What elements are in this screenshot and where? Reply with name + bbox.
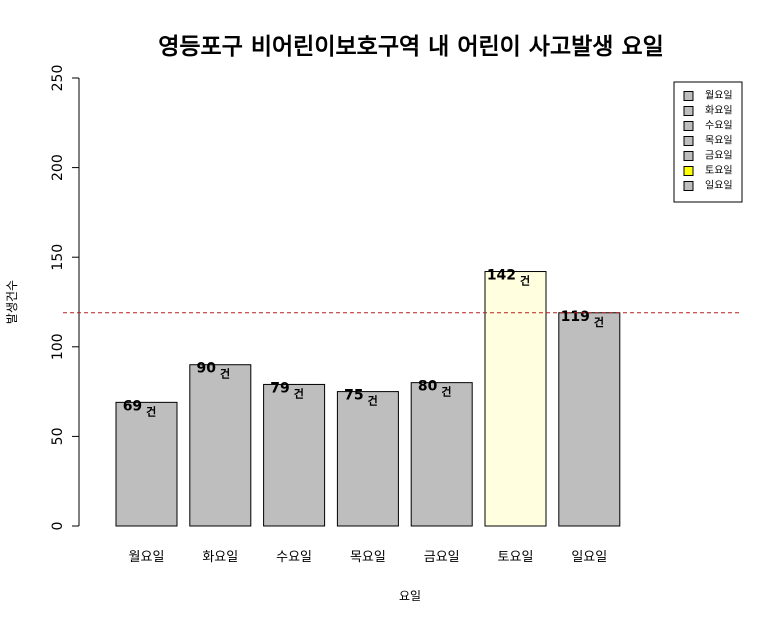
legend-label: 금요일 — [705, 150, 733, 162]
bar — [336, 391, 399, 527]
legend-label: 목요일 — [705, 135, 733, 147]
y-tick-label: 0 — [50, 522, 66, 531]
y-tick-label: 50 — [50, 427, 66, 445]
x-tick-label: 월요일 — [129, 550, 165, 565]
x-tick-label: 화요일 — [202, 550, 238, 565]
bars — [115, 271, 621, 527]
x-tick-label: 수요일 — [276, 550, 312, 565]
bar — [558, 312, 621, 527]
y-tick-label: 100 — [50, 333, 66, 360]
legend-swatch — [683, 91, 694, 101]
bar — [410, 382, 473, 527]
y-axis: 0 50 100 150 200 250 — [50, 65, 80, 531]
x-tick-labels: 월요일 화요일 수요일 목요일 금요일 토요일 일요일 — [129, 550, 608, 565]
x-axis-label: 요일 — [399, 589, 421, 603]
bar — [189, 364, 252, 527]
bar — [263, 383, 326, 527]
y-tick-label: 200 — [50, 154, 66, 181]
y-tick-label: 150 — [50, 244, 66, 271]
data-label: 69 건 — [123, 398, 157, 418]
data-label: 75 건 — [344, 388, 378, 408]
bar — [484, 271, 547, 527]
legend-label: 수요일 — [705, 120, 733, 132]
x-tick-label: 토요일 — [498, 550, 534, 565]
legend-label: 일요일 — [705, 180, 733, 192]
legend-swatch — [683, 136, 694, 146]
data-label: 90 건 — [196, 361, 230, 381]
legend-swatch — [683, 151, 694, 161]
x-tick-label: 목요일 — [350, 550, 386, 565]
legend-swatch — [683, 181, 694, 191]
y-tick-label: 250 — [50, 65, 66, 92]
y-axis-label: 발생건수 — [5, 280, 19, 324]
data-label: 79 건 — [270, 380, 304, 400]
data-label: 80 건 — [418, 379, 452, 399]
x-tick-label: 금요일 — [424, 550, 460, 565]
legend-swatch — [683, 106, 694, 116]
legend-swatch — [683, 121, 694, 131]
chart-title: 영등포구 비어린이보호구역 내 어린이 사고발생 요일 — [158, 34, 664, 60]
legend-label: 토요일 — [705, 165, 733, 177]
legend-label: 화요일 — [705, 105, 733, 117]
legend-label: 월요일 — [705, 90, 733, 102]
x-tick-label: 일요일 — [571, 550, 607, 565]
legend-swatch — [683, 166, 694, 176]
data-label: 142 건 — [487, 268, 530, 288]
bar — [115, 401, 178, 527]
